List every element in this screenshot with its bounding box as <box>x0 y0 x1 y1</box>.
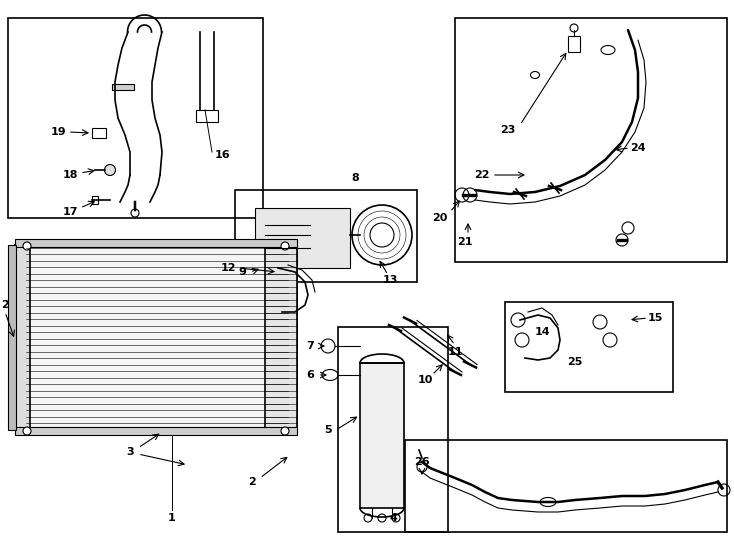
Text: 19: 19 <box>50 127 66 137</box>
Text: 6: 6 <box>306 370 314 380</box>
Bar <box>405 440 727 532</box>
Bar <box>265 245 297 430</box>
Bar <box>15 427 297 435</box>
Bar <box>505 302 673 392</box>
Bar <box>92 128 106 138</box>
Text: 22: 22 <box>474 170 490 180</box>
Text: 10: 10 <box>418 375 432 385</box>
Text: 23: 23 <box>501 125 516 135</box>
Bar <box>15 245 297 430</box>
Circle shape <box>281 427 289 435</box>
Bar <box>112 84 134 90</box>
Text: 13: 13 <box>382 275 398 285</box>
Circle shape <box>104 165 115 176</box>
Text: 7: 7 <box>306 341 314 351</box>
Text: 18: 18 <box>62 170 78 180</box>
Text: 2: 2 <box>1 300 9 310</box>
Text: 20: 20 <box>432 213 448 223</box>
Text: 11: 11 <box>447 347 462 357</box>
Text: 5: 5 <box>324 425 332 435</box>
Text: 1: 1 <box>168 513 176 523</box>
Circle shape <box>281 242 289 250</box>
Bar <box>338 327 448 532</box>
Text: 3: 3 <box>126 447 134 457</box>
Bar <box>15 239 297 247</box>
Text: 15: 15 <box>647 313 663 323</box>
Text: 17: 17 <box>62 207 78 217</box>
Bar <box>568 36 580 52</box>
Text: 26: 26 <box>414 457 430 467</box>
Text: 12: 12 <box>220 263 236 273</box>
Bar <box>455 18 727 262</box>
Text: 21: 21 <box>457 237 473 247</box>
Bar <box>235 190 417 282</box>
Bar <box>8 18 263 218</box>
Bar <box>15 245 30 430</box>
Text: 4: 4 <box>389 513 397 523</box>
Text: 14: 14 <box>534 327 550 337</box>
Text: 9: 9 <box>238 267 246 277</box>
Text: 25: 25 <box>567 357 583 367</box>
Text: 24: 24 <box>631 143 646 153</box>
Bar <box>196 110 218 122</box>
Circle shape <box>23 427 31 435</box>
Text: 2: 2 <box>248 477 256 487</box>
Bar <box>360 363 404 508</box>
Bar <box>92 196 98 204</box>
Circle shape <box>23 242 31 250</box>
Text: 16: 16 <box>214 150 230 160</box>
Text: 8: 8 <box>351 173 359 183</box>
Bar <box>8 245 16 430</box>
Bar <box>255 208 350 268</box>
